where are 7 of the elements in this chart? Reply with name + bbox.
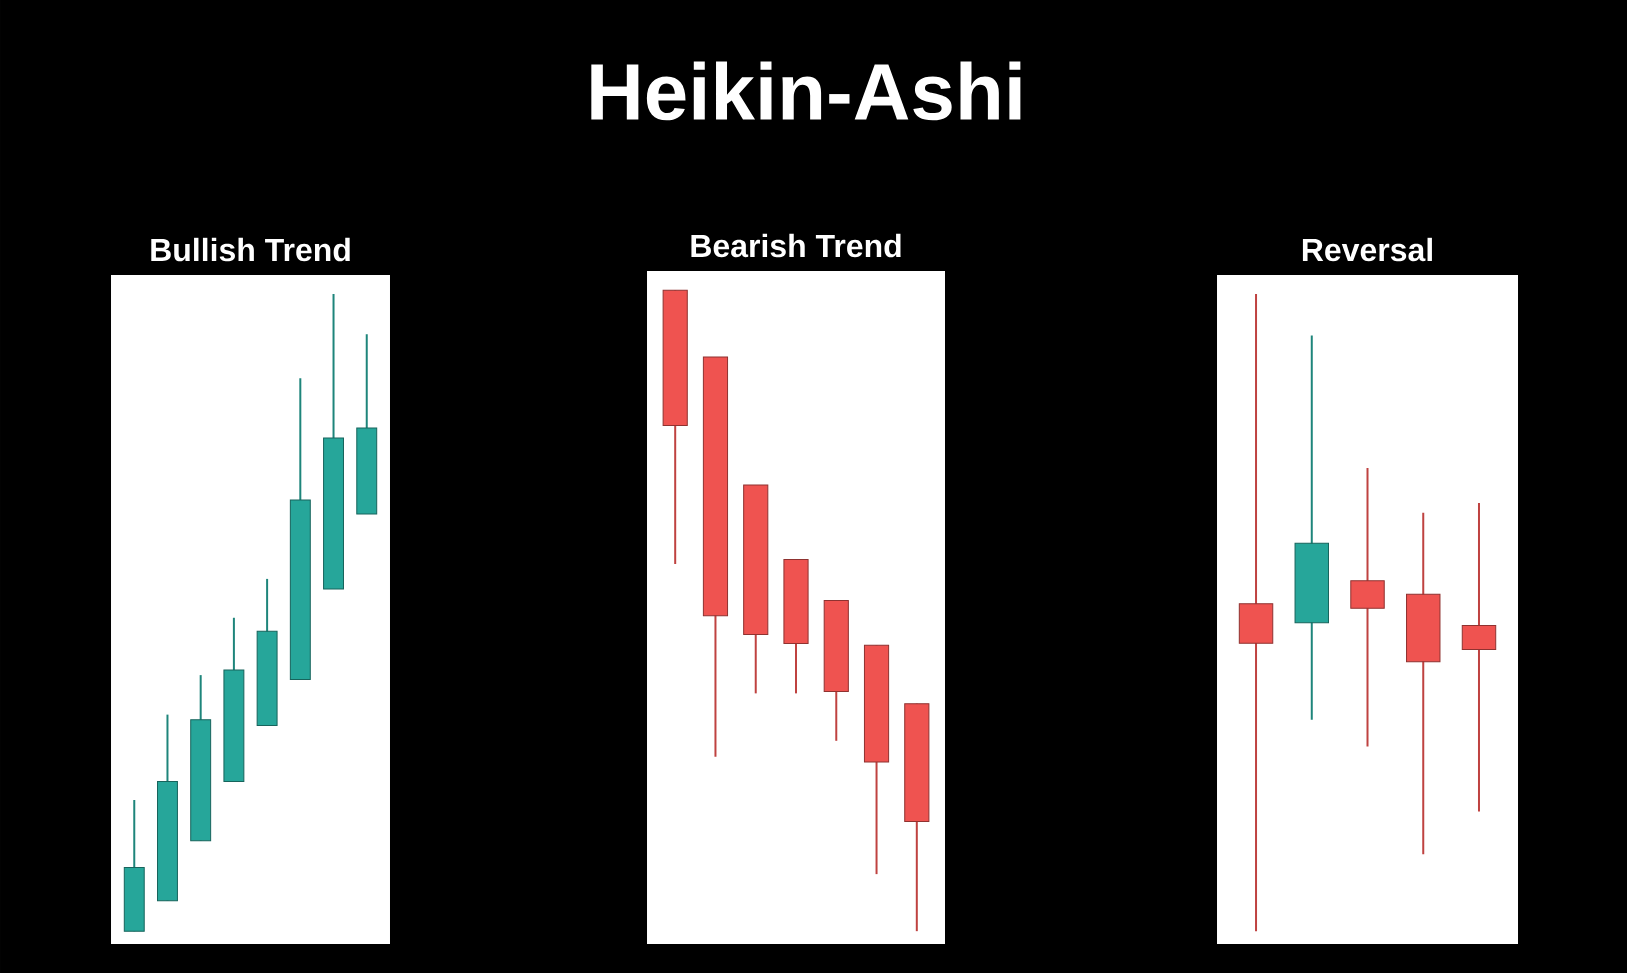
candlestick (1238, 293, 1274, 933)
candlestick (1461, 502, 1497, 813)
text: Heikin-Ashi (591, 61, 1021, 121)
chart-title: Bearish Trend (691, 233, 901, 258)
candlestick (1350, 467, 1385, 748)
chart-title: Reversal (1302, 237, 1432, 262)
chart-title: Bullish Trend (151, 237, 350, 262)
